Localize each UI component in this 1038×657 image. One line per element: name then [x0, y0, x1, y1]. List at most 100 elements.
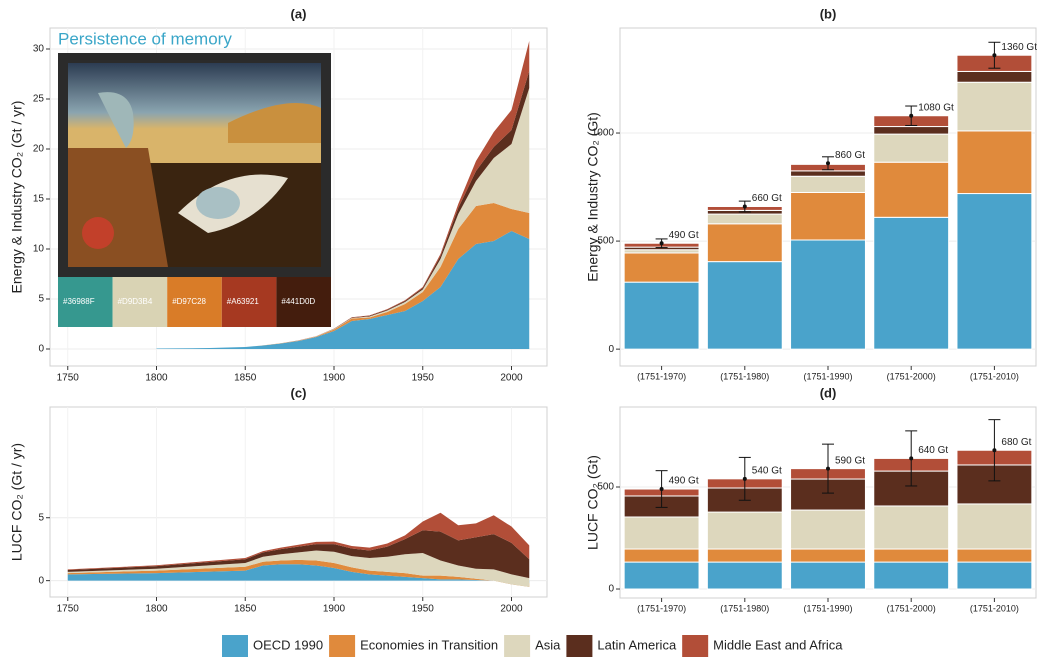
x-tick-label: 1850: [234, 604, 257, 615]
y-tick-label: 0: [38, 575, 44, 586]
y-tick-label: 500: [597, 236, 614, 247]
y-tick-label: 1000: [592, 128, 615, 139]
bar-segment: [791, 192, 866, 240]
painting-watch: [82, 217, 114, 249]
bar-segment: [957, 82, 1032, 131]
legend-label: OECD 1990: [253, 637, 323, 652]
panel-title: (d): [820, 385, 837, 400]
bar-segment: [624, 549, 699, 562]
x-tick-label: 1850: [234, 373, 257, 384]
bar-segment: [957, 131, 1032, 194]
bar-segment: [624, 253, 699, 282]
bar-segment: [874, 217, 949, 349]
x-tick-label: 1950: [412, 604, 435, 615]
bar-segment: [874, 134, 949, 162]
y-axis-label: LUCF CO₂ (Gt): [585, 455, 601, 550]
y-tick-label: 500: [597, 482, 614, 493]
bar-segment: [707, 549, 782, 562]
y-tick-label: 15: [33, 194, 45, 205]
y-tick-label: 25: [33, 94, 45, 105]
total-point: [826, 467, 830, 471]
x-tick-label: 1900: [323, 373, 346, 384]
y-tick-label: 5: [38, 294, 44, 305]
y-axis-label: LUCF CO₂ (Gt / yr): [9, 443, 25, 561]
x-tick-label: 2000: [500, 604, 523, 615]
total-label: 680 Gt: [1001, 437, 1031, 448]
total-label: 660 Gt: [752, 193, 782, 204]
bar-segment: [957, 194, 1032, 350]
x-tick-label: 1800: [145, 604, 168, 615]
total-point: [660, 241, 664, 245]
panel-title: (b): [820, 6, 837, 21]
x-tick-label: 2000: [500, 373, 523, 384]
x-tick-label: (1751-1970): [637, 603, 686, 613]
x-tick-label: (1751-1970): [637, 371, 686, 381]
total-point: [743, 477, 747, 481]
palette-label: #36988F: [63, 297, 95, 306]
legend-swatch: [329, 635, 355, 657]
bar-segment: [874, 549, 949, 562]
bar-segment: [707, 262, 782, 350]
y-axis-label: Energy & Industry CO₂ (Gt / yr): [9, 101, 25, 294]
total-point: [660, 487, 664, 491]
x-tick-label: (1751-2010): [970, 371, 1019, 381]
total-label: 1080 Gt: [918, 102, 954, 113]
palette-label: #D9D3B4: [118, 297, 153, 306]
bar-segment: [874, 506, 949, 549]
bar-segment: [707, 562, 782, 589]
x-tick-label: 1750: [57, 604, 80, 615]
bar-segment: [874, 562, 949, 589]
y-tick-label: 0: [608, 584, 614, 595]
total-label: 860 Gt: [835, 150, 865, 161]
total-point: [992, 448, 996, 452]
y-tick-label: 0: [38, 344, 44, 355]
total-label: 1360 Gt: [1001, 42, 1037, 53]
bar-segment: [957, 504, 1032, 549]
total-point: [909, 114, 913, 118]
x-tick-label: (1751-2000): [887, 371, 936, 381]
bar-segment: [957, 71, 1032, 82]
x-tick-label: 1800: [145, 373, 168, 384]
legend-label: Latin America: [597, 637, 677, 652]
bar-segment: [624, 282, 699, 349]
legend-swatch: [566, 635, 592, 657]
bar-segment: [957, 549, 1032, 562]
bar-segment: [707, 512, 782, 549]
palette-label: #A63921: [227, 297, 260, 306]
inset-title: Persistence of memory: [58, 29, 232, 48]
palette-label: #441D0D: [281, 297, 315, 306]
total-point: [909, 456, 913, 460]
bar-segment: [624, 517, 699, 549]
x-tick-label: (1751-1980): [720, 603, 769, 613]
x-tick-label: (1751-1990): [803, 371, 852, 381]
y-tick-label: 30: [33, 44, 45, 55]
bar-segment: [791, 171, 866, 176]
y-tick-label: 10: [33, 244, 45, 255]
y-tick-label: 5: [38, 512, 44, 523]
bar-segment: [707, 214, 782, 224]
bar-segment: [791, 240, 866, 349]
bar-segment: [791, 176, 866, 192]
total-label: 540 Gt: [752, 465, 782, 476]
bar-segment: [874, 162, 949, 217]
x-tick-label: (1751-1990): [803, 603, 852, 613]
legend-label: Asia: [535, 637, 561, 652]
x-tick-label: 1750: [57, 373, 80, 384]
panel-title: (c): [291, 385, 307, 400]
x-tick-label: 1950: [412, 373, 435, 384]
bar-segment: [624, 562, 699, 589]
total-label: 490 Gt: [669, 230, 699, 241]
total-label: 640 Gt: [918, 445, 948, 456]
total-label: 490 Gt: [669, 476, 699, 487]
y-tick-label: 0: [608, 344, 614, 355]
total-point: [826, 161, 830, 165]
x-tick-label: (1751-2000): [887, 603, 936, 613]
x-tick-label: 1900: [323, 604, 346, 615]
figure: (a) Energy & Industry CO₂ (Gt / yr) 0 5 10 15…: [0, 0, 1038, 657]
legend-label: Economies in Transition: [360, 637, 498, 652]
legend-swatch: [504, 635, 530, 657]
bar-segment: [791, 549, 866, 562]
panel-title: (a): [291, 6, 307, 21]
legend-swatch: [222, 635, 248, 657]
bar-segment: [791, 562, 866, 589]
